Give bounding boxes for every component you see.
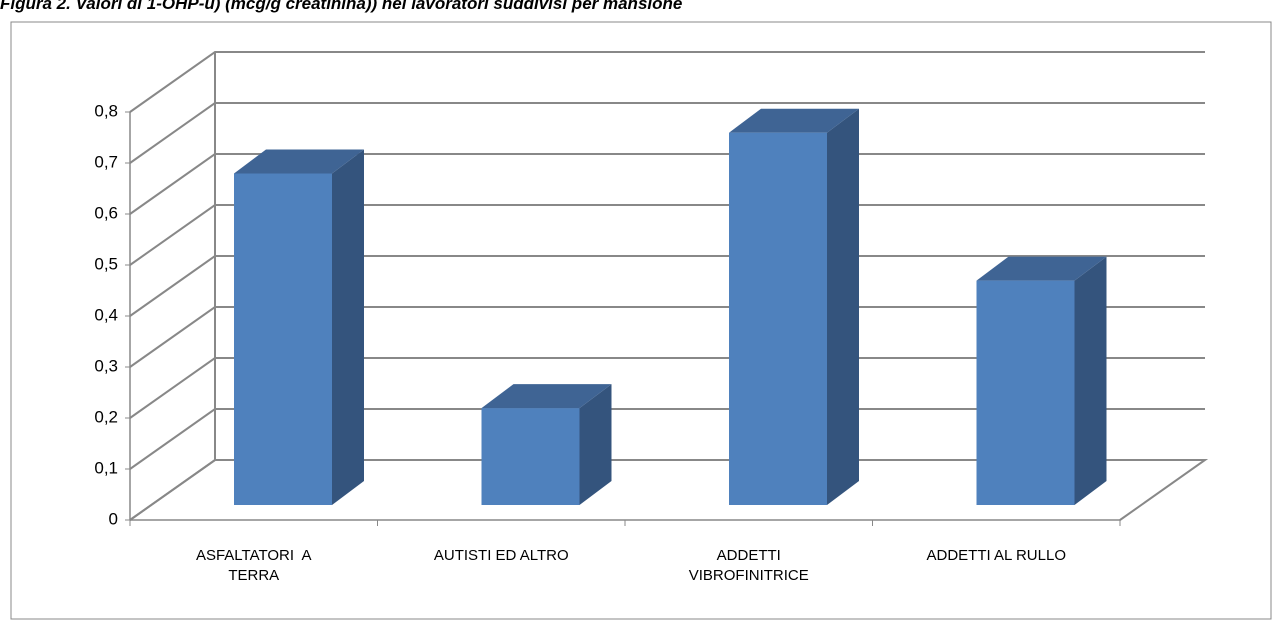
- y-tick-label: 0,1: [94, 458, 118, 477]
- bar: [729, 132, 827, 505]
- bar: [481, 408, 580, 505]
- bar-side: [579, 384, 612, 505]
- x-tick-label: AUTISTI ED ALTRO: [433, 547, 569, 564]
- bar: [234, 173, 332, 505]
- y-tick-label: 0,5: [94, 254, 118, 273]
- x-tick-label: ADDETTI AL RULLO: [926, 547, 1066, 564]
- y-tick-label: 0,6: [94, 203, 118, 222]
- bar-top: [729, 108, 859, 133]
- x-tick-label: ADDETTI VIBROFINITRICE: [688, 547, 809, 584]
- grid-line: [129, 51, 1205, 113]
- bar-top: [481, 384, 612, 409]
- y-tick-label: 0,3: [94, 356, 118, 375]
- y-tick-label: 0,8: [94, 101, 118, 120]
- y-tick-label: 0,4: [94, 305, 118, 324]
- grid-line: [129, 153, 1205, 215]
- bar: [976, 280, 1075, 505]
- y-tick-label: 0,2: [94, 407, 118, 426]
- x-tick-label: ASFALTATORI A TERRA: [195, 547, 316, 584]
- grid-line: [129, 204, 1205, 266]
- bar-top: [234, 149, 364, 174]
- y-tick-label: 0,7: [94, 152, 118, 171]
- bar-side: [827, 108, 859, 505]
- grid-line: [129, 306, 1205, 368]
- chart-title: Figura 2. Valori di 1-OHP-u) (mcg/g crea…: [0, 0, 683, 13]
- grid-line: [129, 102, 1205, 164]
- grid-line: [129, 408, 1205, 470]
- grid-line: [129, 459, 1205, 521]
- grid-line: [129, 357, 1205, 419]
- bar-side: [332, 149, 364, 505]
- y-tick-label: 0: [109, 509, 118, 528]
- grid-line: [129, 255, 1205, 317]
- bar-top: [976, 256, 1107, 281]
- bar-side: [1074, 256, 1107, 505]
